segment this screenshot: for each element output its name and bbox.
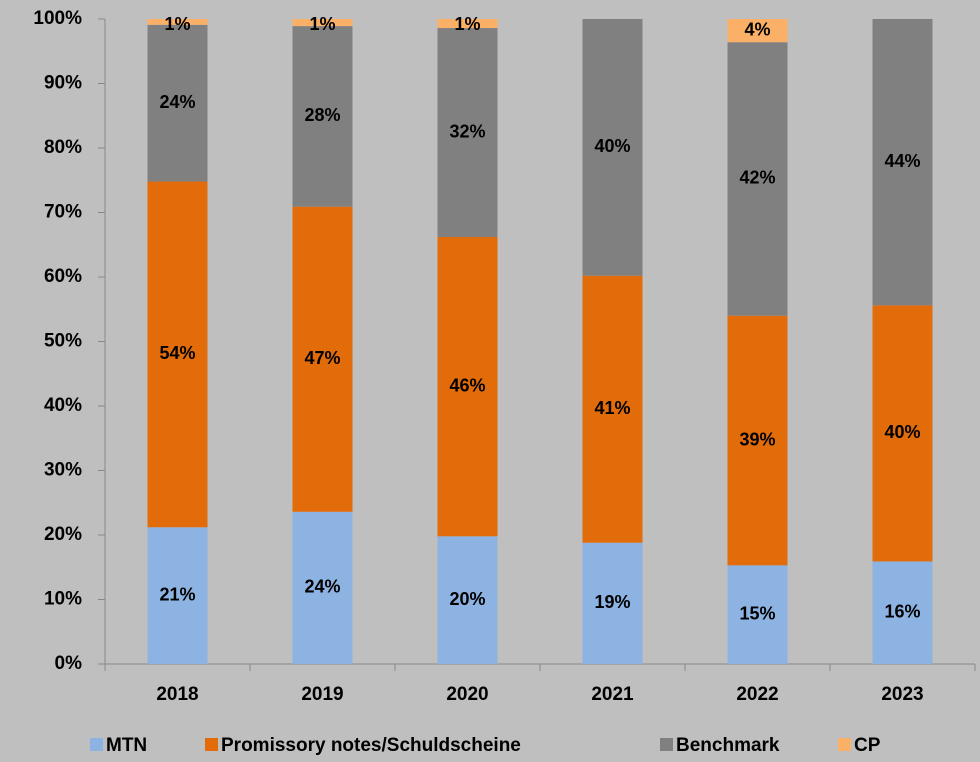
- y-tick-label: 80%: [44, 137, 82, 158]
- bar-segment: [147, 19, 208, 25]
- bar-segment: [872, 561, 933, 664]
- bar-segment: [582, 19, 643, 276]
- legend-swatch: [90, 738, 103, 751]
- y-tick-label: 20%: [44, 524, 82, 545]
- y-tick-label: 10%: [44, 589, 82, 610]
- data-label: 42%: [739, 168, 775, 188]
- data-label: 24%: [159, 92, 195, 112]
- data-label: 54%: [159, 343, 195, 363]
- data-label: 24%: [304, 577, 340, 597]
- data-label: 1%: [309, 14, 335, 34]
- bar-segment: [292, 26, 353, 207]
- bar-segment: [437, 536, 498, 664]
- legend-label: Benchmark: [676, 735, 780, 756]
- data-label: 40%: [884, 422, 920, 442]
- data-label: 39%: [739, 429, 775, 449]
- bar-segment: [147, 181, 208, 528]
- data-label: 44%: [884, 151, 920, 171]
- legend-label: CP: [854, 735, 881, 756]
- bar-segment: [292, 19, 353, 27]
- bar-segment: [727, 565, 788, 664]
- bar-segment: [727, 315, 788, 566]
- bar-segment: [437, 237, 498, 537]
- data-label: 28%: [304, 105, 340, 125]
- x-tick-label: 2019: [301, 684, 343, 705]
- x-tick-label: 2021: [591, 684, 634, 705]
- y-tick-label: 40%: [44, 395, 82, 416]
- bar-segment: [582, 542, 643, 664]
- data-label: 1%: [454, 14, 480, 34]
- data-label: 15%: [739, 603, 775, 623]
- data-label: 21%: [159, 584, 195, 604]
- data-label: 16%: [884, 601, 920, 621]
- bar-segment: [727, 19, 788, 43]
- data-label: 20%: [449, 589, 485, 609]
- data-label: 40%: [594, 136, 630, 156]
- legend-label: Promissory notes/Schuldscheine: [221, 735, 521, 756]
- data-label: 4%: [744, 19, 770, 39]
- data-label: 46%: [449, 375, 485, 395]
- data-label: 32%: [449, 121, 485, 141]
- data-label: 41%: [594, 398, 630, 418]
- y-tick-label: 50%: [44, 331, 82, 352]
- bar-segment: [147, 527, 208, 664]
- x-tick-label: 2020: [446, 684, 488, 705]
- legend-swatch: [838, 738, 851, 751]
- y-tick-label: 70%: [44, 202, 82, 223]
- bar-segment: [292, 511, 353, 664]
- x-tick-label: 2018: [156, 684, 198, 705]
- legend-swatch: [660, 738, 673, 751]
- y-tick-label: 100%: [33, 8, 82, 29]
- y-tick-label: 90%: [44, 73, 82, 94]
- bar-segment: [437, 28, 498, 238]
- bar-segment: [872, 305, 933, 562]
- y-tick-label: 30%: [44, 460, 82, 481]
- y-tick-label: 60%: [44, 266, 82, 287]
- bar-segment: [437, 19, 498, 29]
- bar-segment: [727, 42, 788, 316]
- x-tick-label: 2022: [736, 684, 778, 705]
- y-tick-label: 0%: [55, 653, 83, 674]
- x-tick-label: 2023: [881, 684, 923, 705]
- bar-segment: [292, 206, 353, 512]
- bar-segment: [147, 24, 208, 182]
- legend-swatch: [205, 738, 218, 751]
- data-label: 1%: [164, 14, 190, 34]
- data-label: 47%: [304, 348, 340, 368]
- data-label: 19%: [594, 592, 630, 612]
- bar-segment: [582, 275, 643, 543]
- bar-segment: [872, 19, 933, 306]
- legend-label: MTN: [106, 735, 147, 756]
